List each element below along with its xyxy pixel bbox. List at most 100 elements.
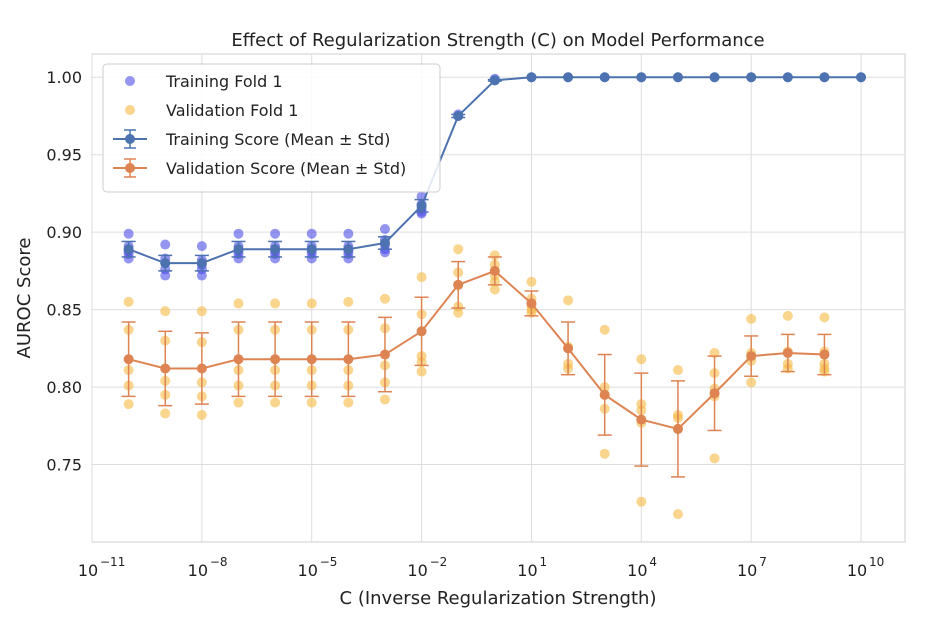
validation-mean-point — [782, 347, 793, 358]
validation-fold-point — [196, 409, 207, 420]
x-tick-exponent: −11 — [100, 555, 125, 569]
training-mean-point — [306, 244, 317, 255]
training-fold-point — [416, 208, 427, 219]
validation-fold-point — [599, 324, 610, 335]
training-fold-point — [123, 228, 134, 239]
legend-training-fold-label: Training Fold 1 — [165, 72, 283, 91]
validation-fold-point — [379, 394, 390, 405]
validation-fold-point — [233, 298, 244, 309]
training-mean-point — [489, 75, 500, 86]
validation-fold-point — [526, 276, 537, 287]
x-tick-exponent: 7 — [759, 555, 767, 569]
validation-fold-point — [196, 306, 207, 317]
legend-training-fold-marker — [125, 76, 135, 86]
training-fold-point — [196, 241, 207, 252]
training-mean-point — [416, 200, 427, 211]
legend-validation-fold-label: Validation Fold 1 — [166, 101, 298, 120]
validation-fold-point — [709, 453, 720, 464]
validation-mean-point — [379, 349, 390, 360]
validation-mean-point — [746, 351, 757, 362]
y-tick-label: 0.90 — [46, 223, 82, 242]
validation-mean-point — [526, 298, 537, 309]
y-tick-label: 0.85 — [46, 301, 82, 320]
training-fold-point — [306, 228, 317, 239]
training-mean-point — [453, 110, 464, 121]
validation-fold-point — [270, 397, 281, 408]
y-tick-label: 0.80 — [46, 378, 82, 397]
validation-fold-point — [453, 307, 464, 318]
validation-mean-point — [306, 354, 317, 365]
validation-mean-point — [563, 343, 574, 354]
x-tick-exponent: −8 — [210, 555, 228, 569]
training-mean-point — [709, 72, 720, 83]
training-fold-point — [343, 253, 354, 264]
validation-fold-point — [343, 397, 354, 408]
training-mean-point — [746, 72, 757, 83]
training-mean-point — [563, 72, 574, 83]
x-tick-exponent: 10 — [869, 555, 884, 569]
validation-fold-point — [453, 244, 464, 255]
validation-mean-point — [636, 414, 647, 425]
training-fold-point — [306, 253, 317, 264]
training-fold-point — [379, 224, 390, 235]
training-mean-point — [123, 244, 134, 255]
legend-box — [102, 63, 441, 193]
training-mean-point — [782, 72, 793, 83]
validation-fold-point — [746, 377, 757, 388]
validation-fold-point — [599, 448, 610, 459]
training-fold-point — [196, 270, 207, 281]
training-mean-point — [160, 258, 171, 269]
y-tick-label: 0.95 — [46, 146, 82, 165]
x-tick-exponent: −5 — [320, 555, 338, 569]
validation-mean-point — [160, 363, 171, 374]
validation-fold-point — [306, 397, 317, 408]
validation-fold-point — [416, 366, 427, 377]
validation-fold-point — [160, 408, 171, 419]
validation-fold-point — [672, 365, 683, 376]
training-fold-point — [160, 270, 171, 281]
validation-fold-point — [270, 298, 281, 309]
training-mean-point — [636, 72, 647, 83]
legend: Training Fold 1 Validation Fold 1 Training… — [102, 63, 441, 193]
validation-fold-point — [819, 312, 830, 323]
legend-validation-fold-marker — [125, 105, 135, 115]
validation-fold-point — [416, 272, 427, 283]
training-fold-point — [270, 228, 281, 239]
training-mean-point — [379, 238, 390, 249]
validation-fold-point — [489, 284, 500, 295]
training-mean-point — [856, 72, 867, 83]
validation-mean-point — [489, 265, 500, 276]
y-tick-label: 1.00 — [46, 68, 82, 87]
y-axis-label: AUROC Score — [14, 238, 35, 359]
training-mean-point — [599, 72, 610, 83]
training-fold-point — [270, 253, 281, 264]
training-fold-point — [233, 253, 244, 264]
training-fold-point — [343, 228, 354, 239]
validation-fold-point — [746, 313, 757, 324]
x-tick-exponent: −2 — [430, 555, 448, 569]
training-mean-point — [196, 258, 207, 269]
y-axis-ticks: 0.75 0.80 0.85 0.90 0.95 1.00 — [46, 68, 82, 474]
validation-fold-point — [636, 354, 647, 365]
validation-mean-point — [672, 423, 683, 434]
x-tick-label: 10 — [627, 561, 647, 580]
validation-mean-point — [416, 326, 427, 337]
validation-mean-point — [270, 354, 281, 365]
chart-title: Effect of Regularization Strength (C) on… — [231, 30, 764, 51]
x-axis-label: C (Inverse Regularization Strength) — [340, 588, 657, 609]
x-axis-ticks: 10 −11 10 −8 10 −5 10 −2 10 1 10 4 10 7 10 10 — [78, 555, 885, 580]
x-tick-exponent: 4 — [649, 555, 657, 569]
validation-fold-point — [782, 310, 793, 321]
x-tick-label: 10 — [78, 561, 98, 580]
training-mean-point — [819, 72, 830, 83]
validation-fold-point — [343, 296, 354, 307]
validation-fold-point — [489, 250, 500, 261]
grid — [91, 54, 905, 542]
training-fold-point — [160, 239, 171, 250]
x-tick-label: 10 — [517, 561, 537, 580]
validation-fold-point — [563, 295, 574, 306]
training-fold-point — [123, 253, 134, 264]
legend-validation-score-marker — [125, 163, 135, 173]
validation-mean-point — [453, 279, 464, 290]
validation-fold-point — [160, 306, 171, 317]
